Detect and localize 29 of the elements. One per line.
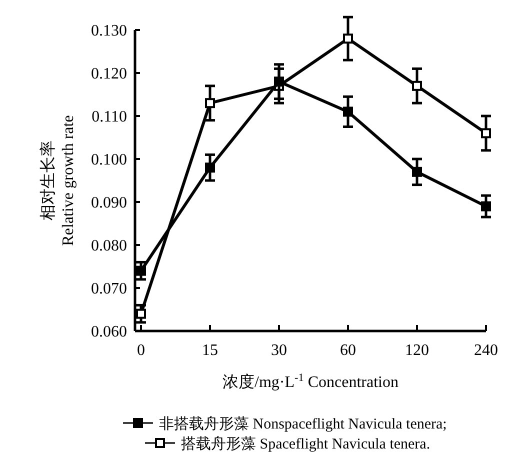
- point: [205, 98, 215, 108]
- y-tick-label: 0.130: [91, 22, 127, 40]
- point: [274, 76, 284, 87]
- point: [205, 162, 215, 173]
- x-tick-label: 15: [202, 342, 218, 359]
- point: [136, 308, 146, 319]
- y-tick-label: 0.100: [91, 152, 127, 169]
- point: [412, 80, 422, 91]
- x-tick-label: 120: [405, 342, 429, 359]
- point: [136, 266, 146, 276]
- y-tick-label: 0.080: [91, 238, 127, 255]
- y-tick-label: 0.090: [91, 194, 127, 212]
- point: [343, 106, 353, 117]
- x-tick-label: 240: [474, 342, 498, 359]
- y-tick-label: 0.120: [91, 66, 127, 83]
- legend-label: 非搭载舟形藻 Nonspaceflight Navicula tenera;: [159, 415, 447, 432]
- x-tick-label: 60: [340, 342, 356, 359]
- x-tick-label: 30: [271, 342, 287, 359]
- y-tick-label: 0.110: [92, 108, 127, 126]
- x-tick-label: 0: [137, 342, 145, 359]
- y-tick-label: 0.060: [91, 324, 127, 341]
- point: [481, 201, 491, 212]
- y-tick-label: 0.070: [91, 280, 127, 298]
- x-axis-title: 浓度/mg·L$^{-1}$ Concentration: [222, 372, 398, 391]
- point: [481, 128, 491, 138]
- y-axis-title: 相对生长率 Relative growth rate: [39, 115, 77, 246]
- point: [343, 34, 353, 44]
- legend-label: 搭载舟形藻 Spaceflight Navicula tenera.: [181, 435, 430, 452]
- point: [412, 166, 422, 177]
